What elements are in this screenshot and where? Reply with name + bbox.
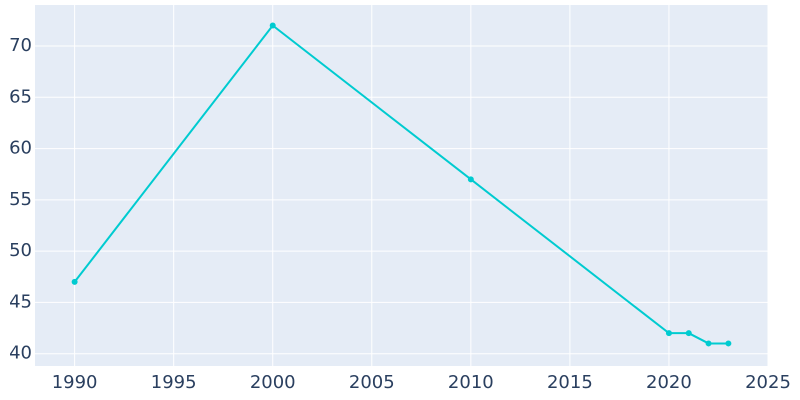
point [705, 340, 712, 347]
point [269, 22, 276, 29]
x-tick-label: 2025 [745, 372, 791, 393]
plot-area [35, 5, 768, 366]
y-tick-label: 50 [9, 240, 32, 261]
point [467, 176, 474, 183]
x-tick-label: 2010 [448, 372, 494, 393]
x-tick-label: 2005 [349, 372, 395, 393]
x-tick-label: 2015 [547, 372, 593, 393]
x-tick-label: 2000 [250, 372, 296, 393]
point [685, 330, 692, 337]
y-tick-label: 60 [9, 138, 32, 159]
point [665, 330, 672, 337]
y-tick-label: 55 [9, 189, 32, 210]
x-tick-label: 1995 [151, 372, 197, 393]
x-tick-label: 2020 [646, 372, 692, 393]
x-tick-label: 1990 [52, 372, 98, 393]
y-tick-label: 70 [9, 35, 32, 56]
y-tick-label: 45 [9, 291, 32, 312]
y-tick-label: 40 [9, 343, 32, 364]
point [71, 278, 78, 285]
point [725, 340, 732, 347]
y-tick-label: 65 [9, 86, 32, 107]
